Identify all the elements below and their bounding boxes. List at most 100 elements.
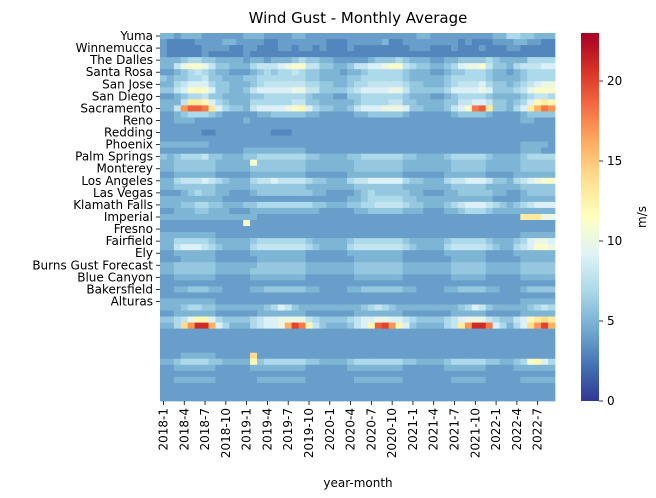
heatmap-cell [451,340,459,348]
heatmap-cell [527,183,535,191]
heatmap-cell [520,364,528,372]
heatmap-cell [201,87,209,94]
heatmap-cell [478,147,487,154]
heatmap-cell [388,159,396,167]
heatmap-cell [485,69,493,76]
heatmap-cell [541,87,549,94]
heatmap-cell [513,171,521,179]
heatmap-cell [471,316,480,323]
heatmap-cell [485,286,493,293]
heatmap-cell [457,280,466,287]
heatmap-cell [416,129,424,136]
heatmap-cell [250,87,258,94]
heatmap-cell [284,322,293,329]
heatmap-cell [409,57,417,64]
heatmap-cell [277,280,286,287]
heatmap-cell [423,382,431,390]
heatmap-cell [208,382,216,390]
heatmap-cell [291,195,299,203]
heatmap-cell [284,268,293,275]
heatmap-cell [326,69,334,76]
heatmap-cell [180,304,189,311]
heatmap-cell [312,364,320,372]
heatmap-cell [444,292,452,299]
heatmap-cell [160,232,168,239]
heatmap-cell [173,195,182,203]
heatmap-cell [173,87,182,94]
heatmap-cell [270,226,279,233]
heatmap-cell [534,207,542,215]
heatmap-cell [250,75,258,82]
heatmap-cell [194,69,202,76]
heatmap-cell [312,45,320,52]
heatmap-cell [527,93,535,100]
heatmap-cell [499,394,507,402]
heatmap-cell [250,220,258,227]
heatmap-cell [506,316,514,323]
heatmap-cell [416,298,424,305]
heatmap-cell [471,394,480,402]
heatmap-cell [291,93,299,100]
heatmap-cell [270,304,279,311]
heatmap-cell [430,250,438,257]
heatmap-cell [284,93,293,100]
x-axis-label: year-month [323,476,392,490]
heatmap-cell [284,141,293,148]
heatmap-cell [354,226,362,233]
heatmap-cell [381,244,390,251]
heatmap-cell [298,268,306,275]
heatmap-cell [451,63,459,70]
heatmap-cell [492,111,500,118]
heatmap-cell [284,376,293,384]
heatmap-cell [326,286,334,293]
heatmap-cell [464,340,473,348]
heatmap-cell [257,286,265,293]
heatmap-cell [298,93,306,100]
heatmap-cell [201,117,209,124]
heatmap-cell [305,310,313,317]
heatmap-cell [229,226,237,233]
heatmap-cell [298,220,306,227]
heatmap-cell [548,244,556,251]
heatmap-cell [520,33,528,40]
heatmap-cell [471,352,480,360]
heatmap-cell [319,238,327,245]
heatmap-cell [201,201,209,209]
heatmap-cell [534,177,542,185]
heatmap-cell [360,33,369,40]
heatmap-cell [374,244,383,251]
heatmap-cell [180,256,189,263]
heatmap-cell [250,376,258,384]
y-tick-label: Blue Canyon [77,270,153,284]
heatmap-cell [409,87,417,94]
heatmap-cell [187,111,195,118]
heatmap-cell [367,358,376,366]
heatmap-cell [305,376,313,384]
heatmap-cell [340,51,348,58]
heatmap-cell [485,117,493,124]
heatmap-cell [478,394,487,402]
heatmap-cell [541,394,549,402]
heatmap-cell [485,177,493,185]
heatmap-cell [485,147,493,154]
heatmap-cell [402,75,410,82]
heatmap-cell [430,33,438,40]
heatmap-cell [284,33,293,40]
heatmap-cell [527,382,535,390]
heatmap-cell [340,268,348,275]
heatmap-cell [457,322,466,329]
heatmap-cell [430,183,438,191]
heatmap-cell [492,63,500,70]
heatmap-cell [471,69,480,76]
heatmap-cell [527,244,535,251]
heatmap-cell [291,376,299,384]
heatmap-cell [229,280,237,287]
heatmap-cell [180,105,189,112]
heatmap-cell [187,364,195,372]
heatmap-cell [499,87,507,94]
heatmap-cell [478,310,487,317]
heatmap-cell [416,189,424,197]
heatmap-cell [270,310,279,317]
y-tick-label: Monterey [96,162,153,176]
heatmap-cell [319,244,327,251]
